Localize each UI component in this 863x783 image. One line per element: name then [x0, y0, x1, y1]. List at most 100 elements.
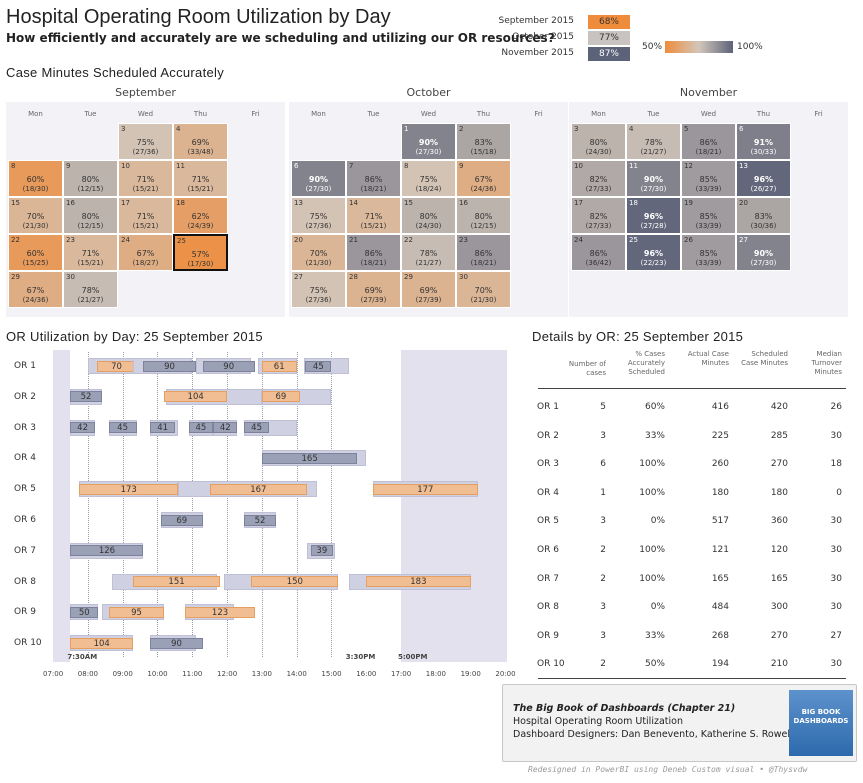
calendar-day-cell[interactable]: 5 86% (18/21) [681, 123, 736, 160]
calendar-day-cell[interactable]: 24 86% (36/42) [571, 234, 626, 271]
day-percent: 70% [474, 286, 493, 295]
case-bar[interactable]: 69 [261, 391, 301, 403]
weekday-label: Thu [193, 110, 208, 118]
case-bar[interactable]: 167 [209, 483, 308, 495]
day-number: 24 [574, 236, 583, 244]
case-bar[interactable]: 39 [310, 545, 334, 557]
case-bar[interactable]: 90 [143, 360, 196, 372]
gradient-low-label: 50% [642, 42, 663, 52]
weekday-label: Thu [756, 110, 771, 118]
month-label: November [679, 86, 738, 99]
calendar-day-cell[interactable]: 3 75% (27/36) [118, 123, 173, 160]
day-count: (18/21) [470, 259, 497, 267]
case-bar[interactable]: 151 [133, 576, 221, 588]
case-bar[interactable]: 165 [261, 452, 358, 464]
calendar-day-cell[interactable]: 24 67% (18/27) [118, 234, 173, 271]
calendar-day-cell[interactable]: 13 75% (27/36) [291, 197, 346, 234]
calendar-day-cell[interactable]: 29 69% (27/39) [401, 271, 456, 308]
calendar-day-cell[interactable]: 11 71% (15/21) [173, 160, 228, 197]
calendar-day-cell[interactable]: 4 69% (33/48) [173, 123, 228, 160]
calendar-day-cell[interactable]: 17 71% (15/21) [118, 197, 173, 234]
case-bar[interactable]: 45 [244, 422, 269, 434]
calendar-day-cell[interactable]: 23 86% (18/21) [456, 234, 511, 271]
weekday-label: Mon [311, 110, 326, 118]
calendar-day-cell[interactable]: 17 82% (27/33) [571, 197, 626, 234]
case-bar[interactable]: 150 [251, 576, 339, 588]
details-cell: 33% [644, 630, 665, 641]
calendar-day-cell[interactable]: 8 75% (18/24) [401, 160, 456, 197]
calendar-day-cell[interactable]: 6 91% (30/33) [736, 123, 791, 160]
calendar-day-cell[interactable]: 16 80% (12/15) [456, 197, 511, 234]
case-bar[interactable]: 50 [70, 606, 99, 618]
case-bar[interactable]: 52 [70, 391, 102, 403]
calendar-day-cell[interactable]: 7 86% (18/21) [346, 160, 401, 197]
case-bar[interactable]: 183 [366, 576, 471, 588]
calendar-day-cell[interactable]: 22 60% (15/25) [8, 234, 63, 271]
calendar-day-cell[interactable]: 20 70% (21/30) [291, 234, 346, 271]
calendar-day-cell[interactable]: 10 71% (15/21) [118, 160, 173, 197]
calendar-day-cell[interactable]: 25 96% (22/23) [626, 234, 681, 271]
calendar-day-cell[interactable]: 23 71% (15/21) [63, 234, 118, 271]
calendar-day-cell[interactable]: 28 69% (27/39) [346, 271, 401, 308]
gantt-section-title: OR Utilization by Day: 25 September 2015 [6, 329, 263, 344]
calendar-day-cell[interactable]: 30 70% (21/30) [456, 271, 511, 308]
calendar-day-cell[interactable]: 1 90% (27/30) [401, 123, 456, 160]
case-bar[interactable]: 45 [108, 422, 137, 434]
calendar-day-cell[interactable]: 9 80% (12/15) [63, 160, 118, 197]
calendar-day-cell[interactable]: 4 78% (21/27) [626, 123, 681, 160]
book-subtitle: Hospital Operating Room Utilization [513, 716, 683, 727]
case-bar[interactable]: 90 [202, 360, 255, 372]
calendar-day-cell[interactable]: 18 96% (27/28) [626, 197, 681, 234]
or-row-label: OR 8 [14, 576, 36, 587]
calendar-day-cell[interactable]: 29 67% (24/36) [8, 271, 63, 308]
or-row-label: OR 5 [14, 484, 36, 495]
case-bar[interactable]: 45 [305, 360, 332, 372]
case-bar[interactable]: 42 [213, 422, 238, 434]
day-percent: 80% [81, 212, 100, 221]
case-bar[interactable]: 104 [70, 637, 134, 649]
case-bar[interactable]: 104 [164, 391, 227, 403]
details-cell: 165 [711, 573, 729, 584]
day-count: (21/30) [470, 296, 497, 304]
case-bar[interactable]: 41 [150, 422, 175, 434]
calendar-day-cell[interactable]: 18 62% (24/39) [173, 197, 228, 234]
calendar-day-cell[interactable]: 15 80% (24/30) [401, 197, 456, 234]
calendar-day-cell[interactable]: 19 85% (33/39) [681, 197, 736, 234]
calendar-day-cell[interactable]: 27 75% (27/36) [291, 271, 346, 308]
calendar-day-cell[interactable]: 27 90% (27/30) [736, 234, 791, 271]
calendar-day-cell[interactable]: 14 71% (15/21) [346, 197, 401, 234]
case-bar[interactable]: 126 [70, 545, 144, 557]
calendar-day-cell[interactable]: 11 90% (27/30) [626, 160, 681, 197]
calendar-day-cell[interactable]: 25 57% (17/30) [173, 234, 228, 271]
calendar-day-cell[interactable]: 21 86% (18/21) [346, 234, 401, 271]
day-count: (33/39) [695, 259, 722, 267]
calendar-day-cell[interactable]: 9 67% (24/36) [456, 160, 511, 197]
case-bar[interactable]: 52 [244, 514, 276, 526]
calendar-day-cell[interactable]: 2 83% (15/18) [456, 123, 511, 160]
day-number: 17 [574, 199, 583, 207]
case-bar[interactable]: 123 [185, 606, 255, 618]
calendar-day-cell[interactable]: 8 60% (18/30) [8, 160, 63, 197]
day-count: (24/30) [585, 148, 612, 156]
calendar-day-cell[interactable]: 3 80% (24/30) [571, 123, 626, 160]
case-bar[interactable]: 90 [150, 637, 203, 649]
calendar-day-cell[interactable]: 15 70% (21/30) [8, 197, 63, 234]
case-bar[interactable]: 69 [160, 514, 203, 526]
day-percent: 83% [474, 138, 493, 147]
case-bar[interactable]: 173 [79, 483, 179, 495]
case-bar[interactable]: 95 [108, 606, 165, 618]
case-bar[interactable]: 61 [261, 360, 297, 372]
case-bar[interactable]: 42 [70, 422, 95, 434]
calendar-day-cell[interactable]: 20 83% (30/36) [736, 197, 791, 234]
calendar-day-cell[interactable]: 13 96% (26/27) [736, 160, 791, 197]
calendar-day-cell[interactable]: 6 90% (27/30) [291, 160, 346, 197]
case-bar[interactable]: 177 [373, 483, 478, 495]
calendar-day-cell[interactable]: 22 78% (21/27) [401, 234, 456, 271]
calendar-day-cell[interactable]: 30 78% (21/27) [63, 271, 118, 308]
calendar-day-cell[interactable]: 16 80% (12/15) [63, 197, 118, 234]
calendar-day-cell[interactable]: 10 82% (27/33) [571, 160, 626, 197]
calendar-day-cell[interactable]: 26 85% (33/39) [681, 234, 736, 271]
grid-line [296, 352, 298, 657]
calendar-day-cell[interactable]: 12 85% (33/39) [681, 160, 736, 197]
case-bar[interactable]: 45 [188, 422, 214, 434]
